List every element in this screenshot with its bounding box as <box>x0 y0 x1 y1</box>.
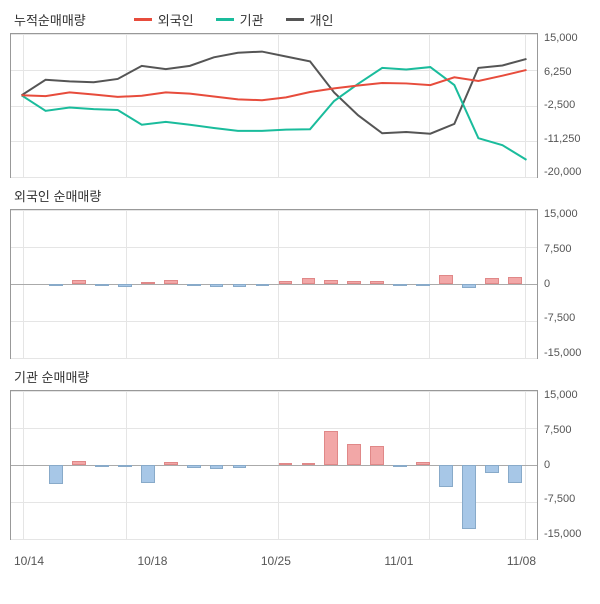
panel-foreign: 외국인 순매매량 15,000 7,500 0 -7,500 -15,000 <box>10 186 590 359</box>
bar <box>233 465 247 468</box>
line-foreign <box>22 70 527 100</box>
bar <box>233 284 247 287</box>
bar <box>439 465 453 487</box>
panel2-yaxis: 15,000 7,500 0 -7,500 -15,000 <box>538 209 590 359</box>
ytick-label: 15,000 <box>544 209 590 220</box>
bar <box>462 465 476 529</box>
bar <box>164 280 178 284</box>
bar <box>187 284 201 286</box>
xtick-label: 10/18 <box>137 554 167 568</box>
panel3-chart-wrap: 15,000 7,500 0 -7,500 -15,000 <box>10 390 590 540</box>
bar <box>118 284 132 287</box>
bar <box>439 275 453 284</box>
x-axis: 10/14 10/18 10/25 11/01 11/08 <box>10 548 590 568</box>
ytick-label: -20,000 <box>544 167 590 178</box>
panel3-title: 기관 순매매량 <box>14 367 89 386</box>
bar <box>302 463 316 465</box>
ytick-label: 15,000 <box>544 390 590 401</box>
bar <box>393 465 407 467</box>
panel-cumulative: 누적순매매량 외국인 기관 개인 15,000 6,250 -2,500 -11,25… <box>10 10 590 178</box>
ytick-label: 0 <box>544 460 590 471</box>
legend-swatch-foreign <box>134 18 152 21</box>
bar <box>141 465 155 483</box>
bar <box>393 284 407 286</box>
ytick-label: 7,500 <box>544 425 590 436</box>
bar <box>210 284 224 287</box>
panel2-title: 외국인 순매매량 <box>14 186 101 205</box>
bar <box>256 284 270 286</box>
ytick-label: 0 <box>544 279 590 290</box>
bar <box>370 446 384 465</box>
bar <box>347 281 361 284</box>
bar <box>508 277 522 284</box>
panel3-yaxis: 15,000 7,500 0 -7,500 -15,000 <box>538 390 590 540</box>
bar <box>279 463 293 465</box>
xtick-label: 10/25 <box>261 554 291 568</box>
panel2-header: 외국인 순매매량 <box>10 186 590 205</box>
line-indiv <box>22 52 527 134</box>
ytick-label: 15,000 <box>544 33 590 44</box>
bar <box>164 462 178 465</box>
bar <box>416 284 430 286</box>
bar <box>370 281 384 284</box>
panel1-title: 누적순매매량 <box>14 10 86 29</box>
legend-label-indiv: 개인 <box>310 10 334 29</box>
bar <box>49 465 63 484</box>
panel1-header: 누적순매매량 외국인 기관 개인 <box>10 10 590 29</box>
bar <box>485 278 499 284</box>
bar <box>508 465 522 483</box>
panel2-plot-area <box>10 209 538 359</box>
bar <box>72 461 86 465</box>
ytick-label: 6,250 <box>544 67 590 78</box>
xtick-label: 11/01 <box>384 554 413 568</box>
ytick-label: 7,500 <box>544 244 590 255</box>
panel-inst: 기관 순매매량 15,000 7,500 0 -7,500 -15,000 <box>10 367 590 540</box>
panel3-header: 기관 순매매량 <box>10 367 590 386</box>
ytick-label: -15,000 <box>544 348 590 359</box>
legend-label-foreign: 외국인 <box>158 10 194 29</box>
ytick-label: -7,500 <box>544 313 590 324</box>
legend-indiv: 개인 <box>286 10 334 29</box>
bar <box>347 444 361 465</box>
xtick-label: 10/14 <box>14 554 44 568</box>
ytick-label: -7,500 <box>544 494 590 505</box>
bar <box>141 282 155 284</box>
panel3-plot-area <box>10 390 538 540</box>
bar <box>485 465 499 473</box>
bar <box>324 431 338 465</box>
bar <box>210 465 224 469</box>
bar <box>302 278 316 284</box>
legend: 외국인 기관 개인 <box>134 10 334 29</box>
ytick-label: -11,250 <box>544 134 590 145</box>
bar <box>324 280 338 284</box>
legend-foreign: 외국인 <box>134 10 194 29</box>
bar <box>95 465 109 467</box>
legend-inst: 기관 <box>216 10 264 29</box>
legend-label-inst: 기관 <box>240 10 264 29</box>
chart-container: 누적순매매량 외국인 기관 개인 15,000 6,250 -2,500 -11,25… <box>0 0 600 573</box>
legend-swatch-indiv <box>286 18 304 21</box>
ytick-label: -2,500 <box>544 100 590 111</box>
bar <box>187 465 201 468</box>
legend-swatch-inst <box>216 18 234 21</box>
panel1-plot-area <box>10 33 538 178</box>
panel2-chart-wrap: 15,000 7,500 0 -7,500 -15,000 <box>10 209 590 359</box>
bar <box>462 284 476 288</box>
bar <box>72 280 86 284</box>
bar <box>118 465 132 467</box>
bar <box>279 281 293 284</box>
ytick-label: -15,000 <box>544 529 590 540</box>
panel1-yaxis: 15,000 6,250 -2,500 -11,250 -20,000 <box>538 33 590 178</box>
xtick-label: 11/08 <box>507 554 536 568</box>
bar <box>95 284 109 286</box>
bar <box>416 462 430 465</box>
panel1-chart-wrap: 15,000 6,250 -2,500 -11,250 -20,000 <box>10 33 590 178</box>
bar <box>49 284 63 286</box>
